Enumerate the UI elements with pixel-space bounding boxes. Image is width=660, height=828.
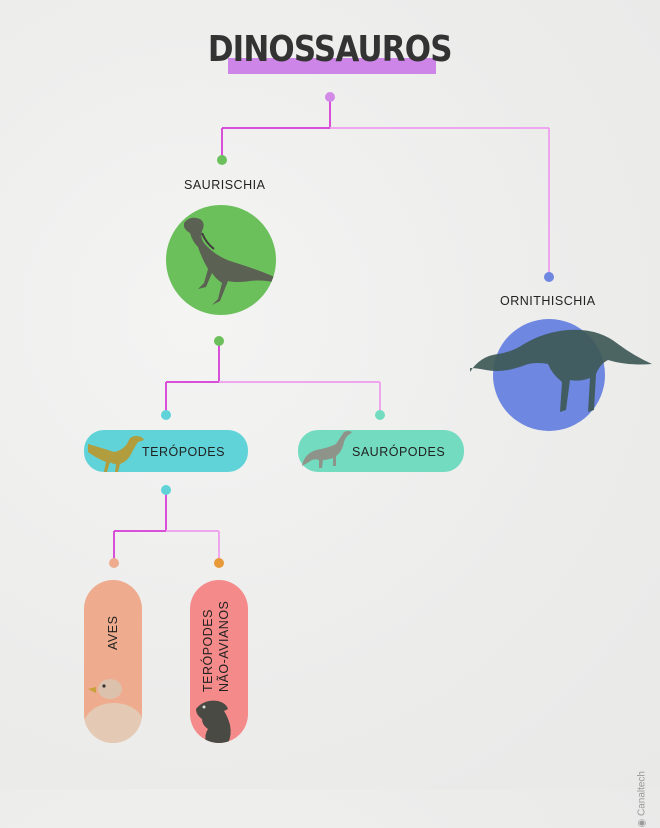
dot-teropodes-branch [161, 485, 171, 495]
ornithischia-dinosaur-icon [470, 329, 652, 412]
page-title: DINOSSAUROS [208, 29, 453, 70]
watermark: ◉ Canaltech [637, 771, 648, 828]
title-highlight [228, 58, 436, 74]
dot-nao-avianos [214, 558, 224, 568]
dot-teropodes [161, 410, 171, 420]
dot-root [325, 92, 335, 102]
saurischia-label: SAURISCHIA [184, 178, 266, 192]
watermark-text: Canaltech [637, 771, 648, 817]
ornithischia-label: ORNITHISCHIA [500, 294, 596, 308]
canaltech-logo-icon: ◉ [637, 816, 648, 828]
nao-avianos-pill: TERÓPODES NÃO-AVIANOS [190, 580, 248, 743]
sauropodes-label: SAURÓPODES [352, 445, 446, 459]
tree-connectors [109, 92, 554, 568]
dot-sauropodes [375, 410, 385, 420]
saurischia-circle [166, 205, 276, 315]
saurischia-dinosaur-icon [184, 217, 276, 305]
nao-avianos-label-1: TERÓPODES [201, 609, 215, 692]
dot-aves [109, 558, 119, 568]
teropodes-label: TERÓPODES [142, 445, 225, 459]
dot-ornithischia [544, 272, 554, 282]
dot-saurischia [217, 155, 227, 165]
title-container: DINOSSAUROS [0, 30, 660, 70]
dot-saurischia-branch [214, 336, 224, 346]
teropodes-pill: TERÓPODES [84, 430, 248, 472]
aves-label: AVES [106, 615, 120, 650]
teropodes-dinosaur-icon [88, 436, 144, 472]
sauropodes-pill: SAURÓPODES [298, 430, 464, 472]
nao-avianos-label-2: NÃO-AVIANOS [217, 600, 231, 692]
aves-pill: AVES [84, 580, 142, 743]
small-theropod-icon [196, 700, 231, 743]
bird-icon [84, 679, 142, 743]
sauropodes-dinosaur-icon [302, 431, 352, 468]
